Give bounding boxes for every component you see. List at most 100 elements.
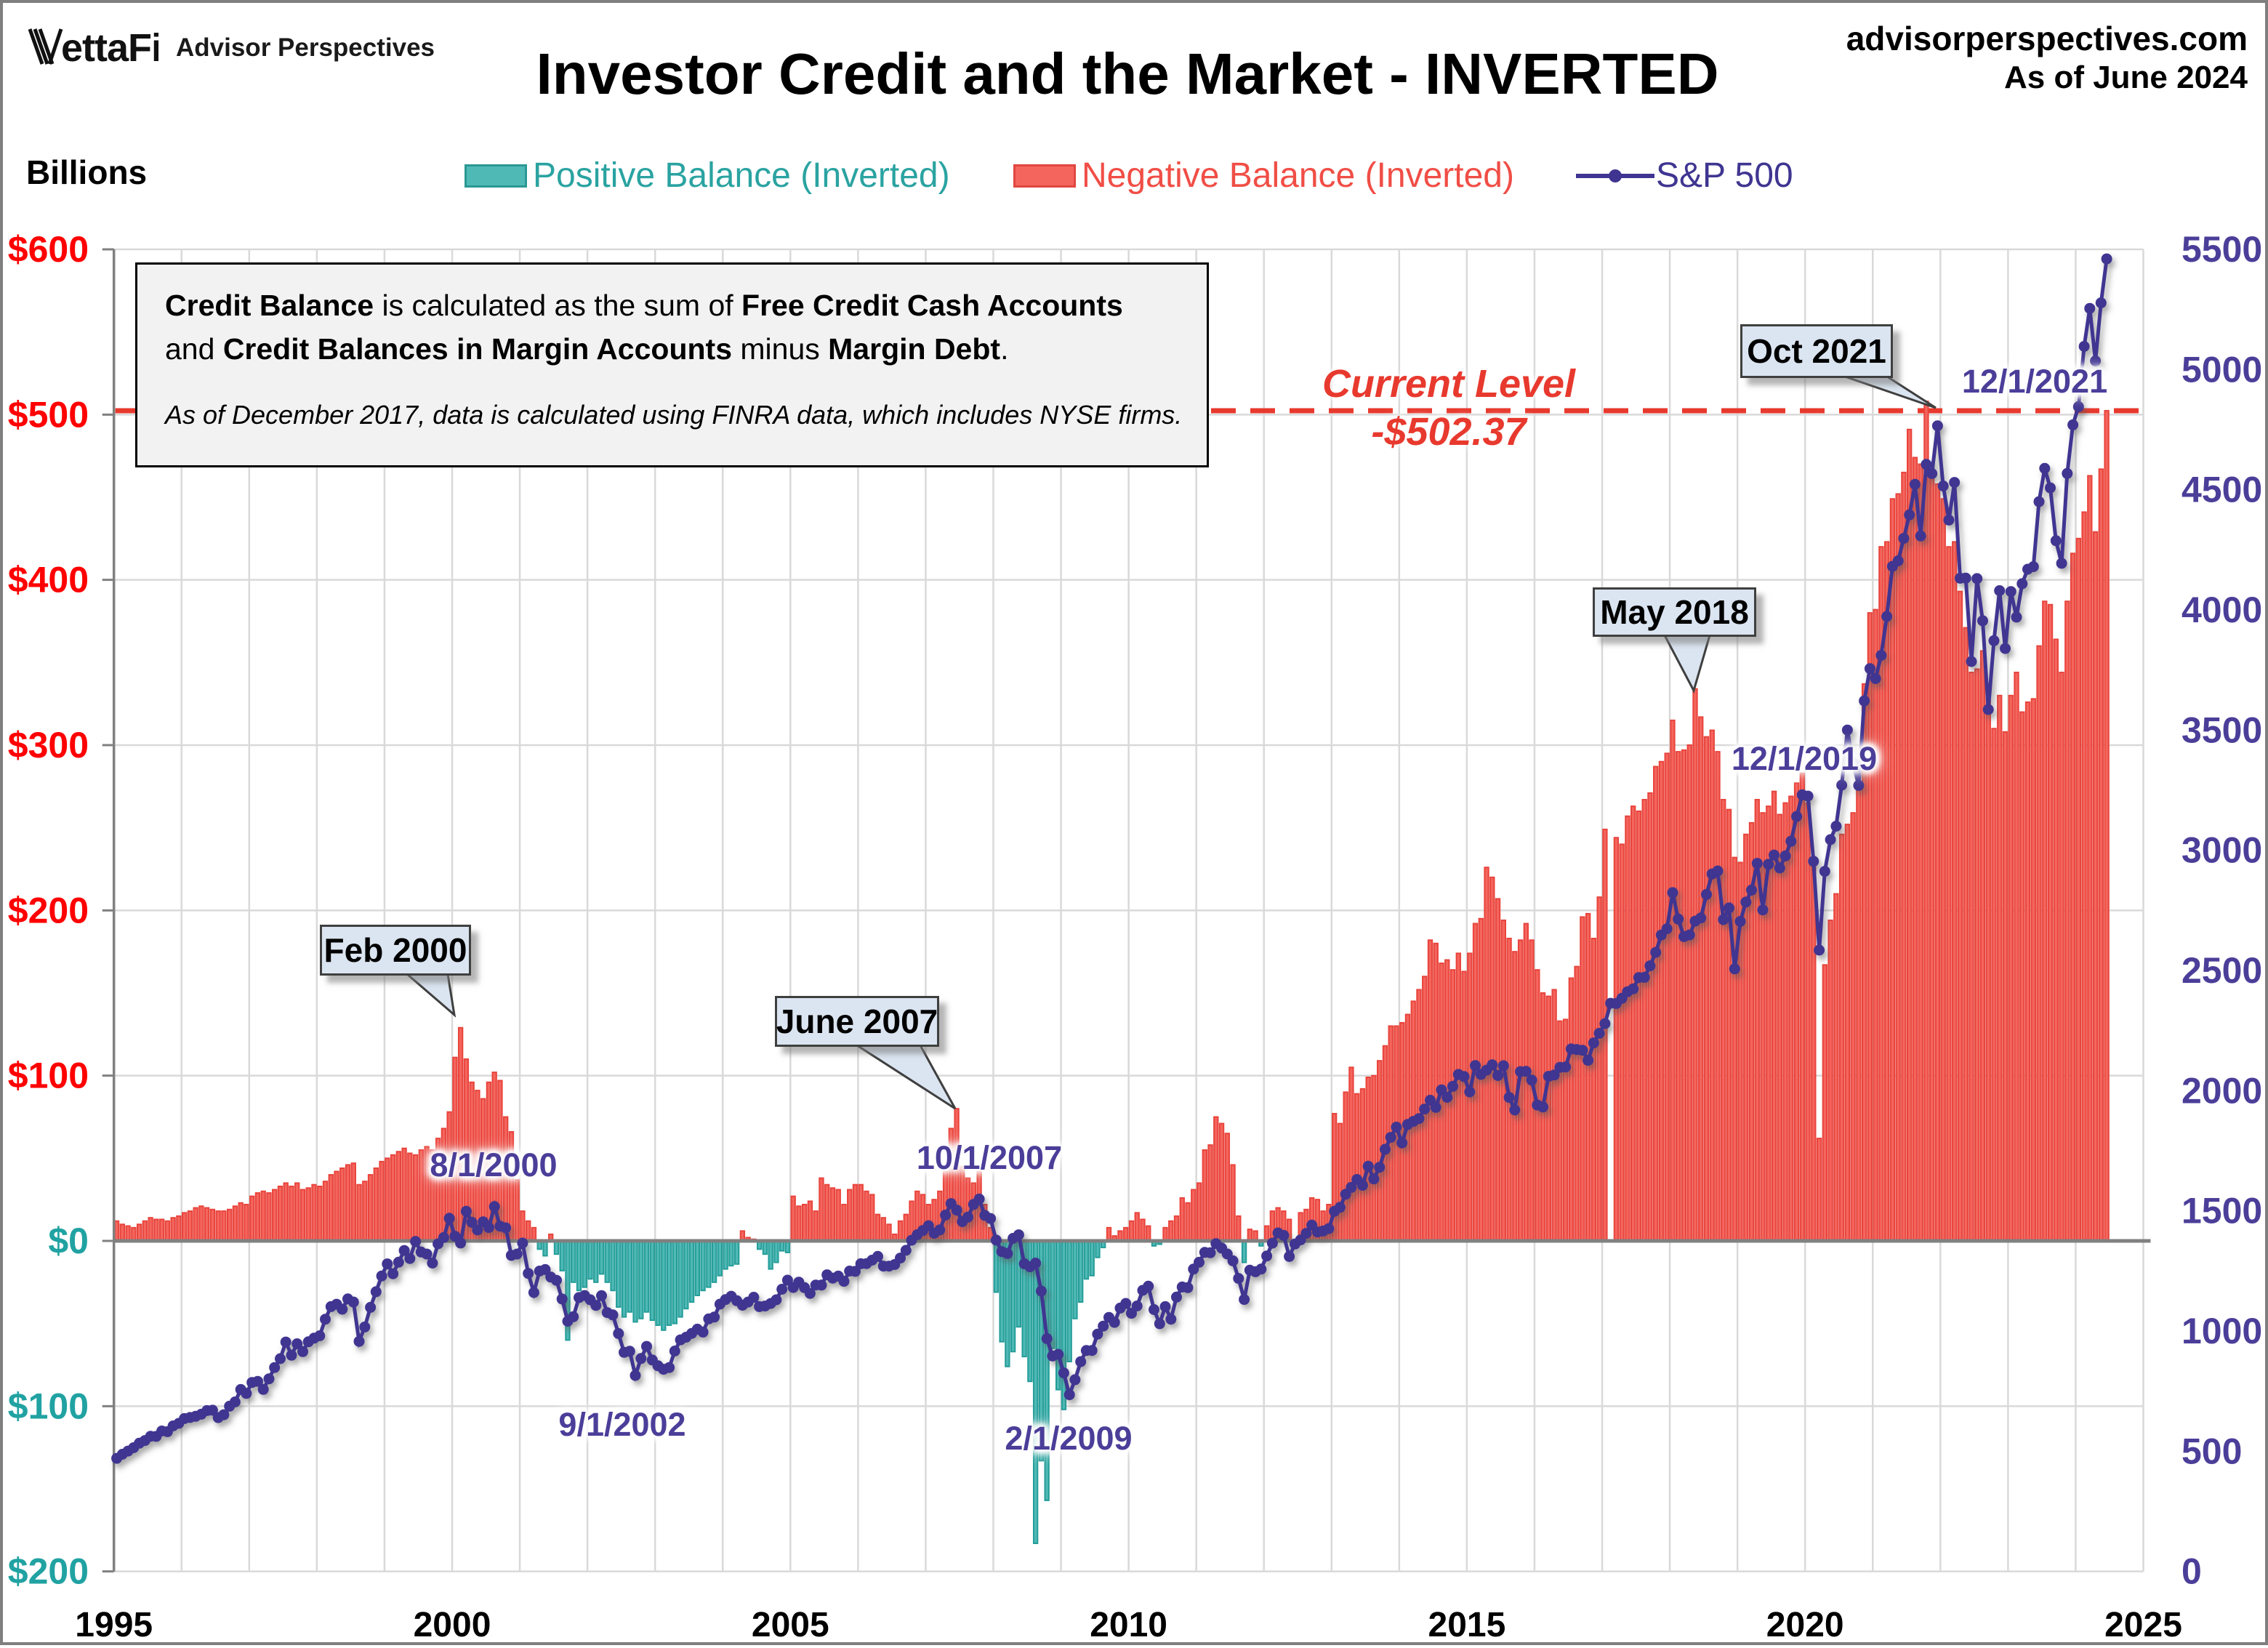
sp500-point xyxy=(2045,482,2056,494)
sp500-point xyxy=(370,1286,382,1298)
x-axis-label: 2000 xyxy=(414,1606,491,1644)
sp500-point xyxy=(709,1311,720,1323)
sp500-point xyxy=(985,1213,997,1224)
sp500-point xyxy=(1109,1317,1120,1328)
sp500-point xyxy=(1966,656,1977,667)
credit-balance-bar xyxy=(2064,600,2070,1242)
credit-balance-bar xyxy=(1545,995,1552,1242)
sp500-point xyxy=(1154,1318,1165,1330)
sp500-point xyxy=(353,1335,365,1347)
sp500-point xyxy=(804,1287,816,1299)
sp500-point xyxy=(404,1253,416,1264)
sp500-point xyxy=(1537,1101,1549,1113)
credit-balance-bar xyxy=(880,1217,886,1242)
sp500-point xyxy=(1227,1255,1239,1266)
sp500-point xyxy=(1751,858,1763,869)
credit-balance-bar xyxy=(249,1195,255,1242)
credit-balance-bar xyxy=(1343,1091,1348,1242)
sp500-point xyxy=(229,1396,241,1407)
credit-balance-bar xyxy=(1698,716,1704,1242)
sp500-point xyxy=(393,1256,404,1268)
credit-balance-bar xyxy=(553,1240,560,1255)
credit-balance-bar xyxy=(1889,498,1896,1242)
sp500-point xyxy=(275,1353,286,1364)
sp500-point xyxy=(359,1321,371,1333)
sp500-point xyxy=(1870,673,1881,684)
sp500-point xyxy=(1638,971,1650,983)
sp500-point xyxy=(2090,355,2102,366)
credit-balance-bar xyxy=(1032,1240,1039,1545)
credit-balance-bar xyxy=(1929,475,1935,1242)
sp500-point xyxy=(488,1201,500,1213)
credit-balance-bar xyxy=(1213,1116,1219,1242)
sp500-point xyxy=(951,1205,962,1216)
credit-balance-bar xyxy=(379,1160,385,1242)
credit-balance-bar xyxy=(113,1220,120,1242)
credit-balance-bar xyxy=(148,1217,153,1242)
sp500-point xyxy=(1988,635,2000,646)
note-text-segment: Credit Balance xyxy=(165,289,374,322)
sp500-point xyxy=(1013,1229,1024,1241)
sp500-point xyxy=(1194,1256,1205,1268)
credit-balance-bar xyxy=(604,1240,610,1283)
credit-balance-bar xyxy=(1658,760,1665,1242)
credit-balance-bar xyxy=(412,1154,419,1242)
plot-canvas: $600 $500 $400 $300 $200 $100 $0 $100 $200 0 500 10… xyxy=(8,229,2262,1644)
credit-balance-bar xyxy=(294,1182,300,1242)
credit-balance-bar xyxy=(643,1240,650,1313)
sp500-point xyxy=(1729,963,1740,975)
credit-balance-bar xyxy=(1670,719,1676,1242)
credit-balance-bar xyxy=(897,1220,904,1242)
credit-balance-bar xyxy=(244,1203,249,1242)
advisor-perspectives-logo: Advisor Perspectives xyxy=(176,33,435,62)
sp500-point xyxy=(382,1258,393,1270)
sp500-point xyxy=(1898,533,1910,544)
left-axis-label: $0 xyxy=(48,1221,89,1261)
credit-balance-bar xyxy=(717,1240,723,1277)
credit-balance-bar xyxy=(176,1215,182,1242)
sp500-point xyxy=(1763,859,1774,870)
credit-balance-bar xyxy=(395,1151,402,1242)
credit-balance-bar xyxy=(1591,937,1597,1242)
right-axis-label: 5000 xyxy=(2181,349,2262,390)
sp500-point xyxy=(1881,611,1893,622)
sp500-point xyxy=(2084,302,2096,314)
credit-balance-bar xyxy=(1241,1240,1247,1263)
credit-balance-bar xyxy=(1371,1074,1377,1242)
credit-balance-bar xyxy=(170,1217,176,1242)
sp500-point xyxy=(1396,1137,1408,1149)
credit-balance-bar xyxy=(1472,923,1479,1242)
sp500-point xyxy=(1836,779,1848,791)
date-label-8-1-2000: 8/1/2000 xyxy=(430,1146,558,1183)
sp500-point xyxy=(1785,835,1797,847)
sp500-point xyxy=(635,1353,647,1364)
credit-balance-bar xyxy=(407,1152,413,1242)
credit-balance-bar xyxy=(864,1190,869,1242)
credit-balance-bar xyxy=(1630,805,1636,1242)
legend-label-negative: Negative Balance (Inverted) xyxy=(1082,156,1514,195)
sp500-point xyxy=(1695,912,1707,924)
credit-balance-bar xyxy=(965,1177,971,1242)
sp500-point xyxy=(337,1303,348,1315)
right-axis-label: 500 xyxy=(2181,1431,2242,1471)
source-site: advisorperspectives.com xyxy=(1846,20,2248,57)
credit-balance-bar xyxy=(2053,638,2059,1242)
sp500-point xyxy=(1808,856,1819,867)
credit-balance-bar xyxy=(401,1147,407,1242)
credit-balance-bar xyxy=(2042,600,2048,1242)
sp500-point xyxy=(263,1373,275,1385)
sp500-point xyxy=(1599,1018,1611,1029)
credit-balance-bar xyxy=(1625,815,1630,1242)
sp500-point xyxy=(1520,1066,1532,1077)
credit-balance-bar xyxy=(852,1183,858,1242)
credit-balance-bar xyxy=(1202,1149,1207,1242)
right-axis-label: 4500 xyxy=(2181,470,2262,510)
sp500-point xyxy=(1909,478,1921,490)
left-axis-label: $100 xyxy=(8,1056,89,1096)
sp500-point xyxy=(1791,811,1803,822)
sp500-point xyxy=(1058,1367,1069,1379)
credit-balance-bar xyxy=(1095,1240,1101,1258)
sp500-point xyxy=(1892,555,1904,566)
credit-balance-bar xyxy=(1709,729,1715,1242)
credit-balance-bar xyxy=(311,1183,317,1242)
